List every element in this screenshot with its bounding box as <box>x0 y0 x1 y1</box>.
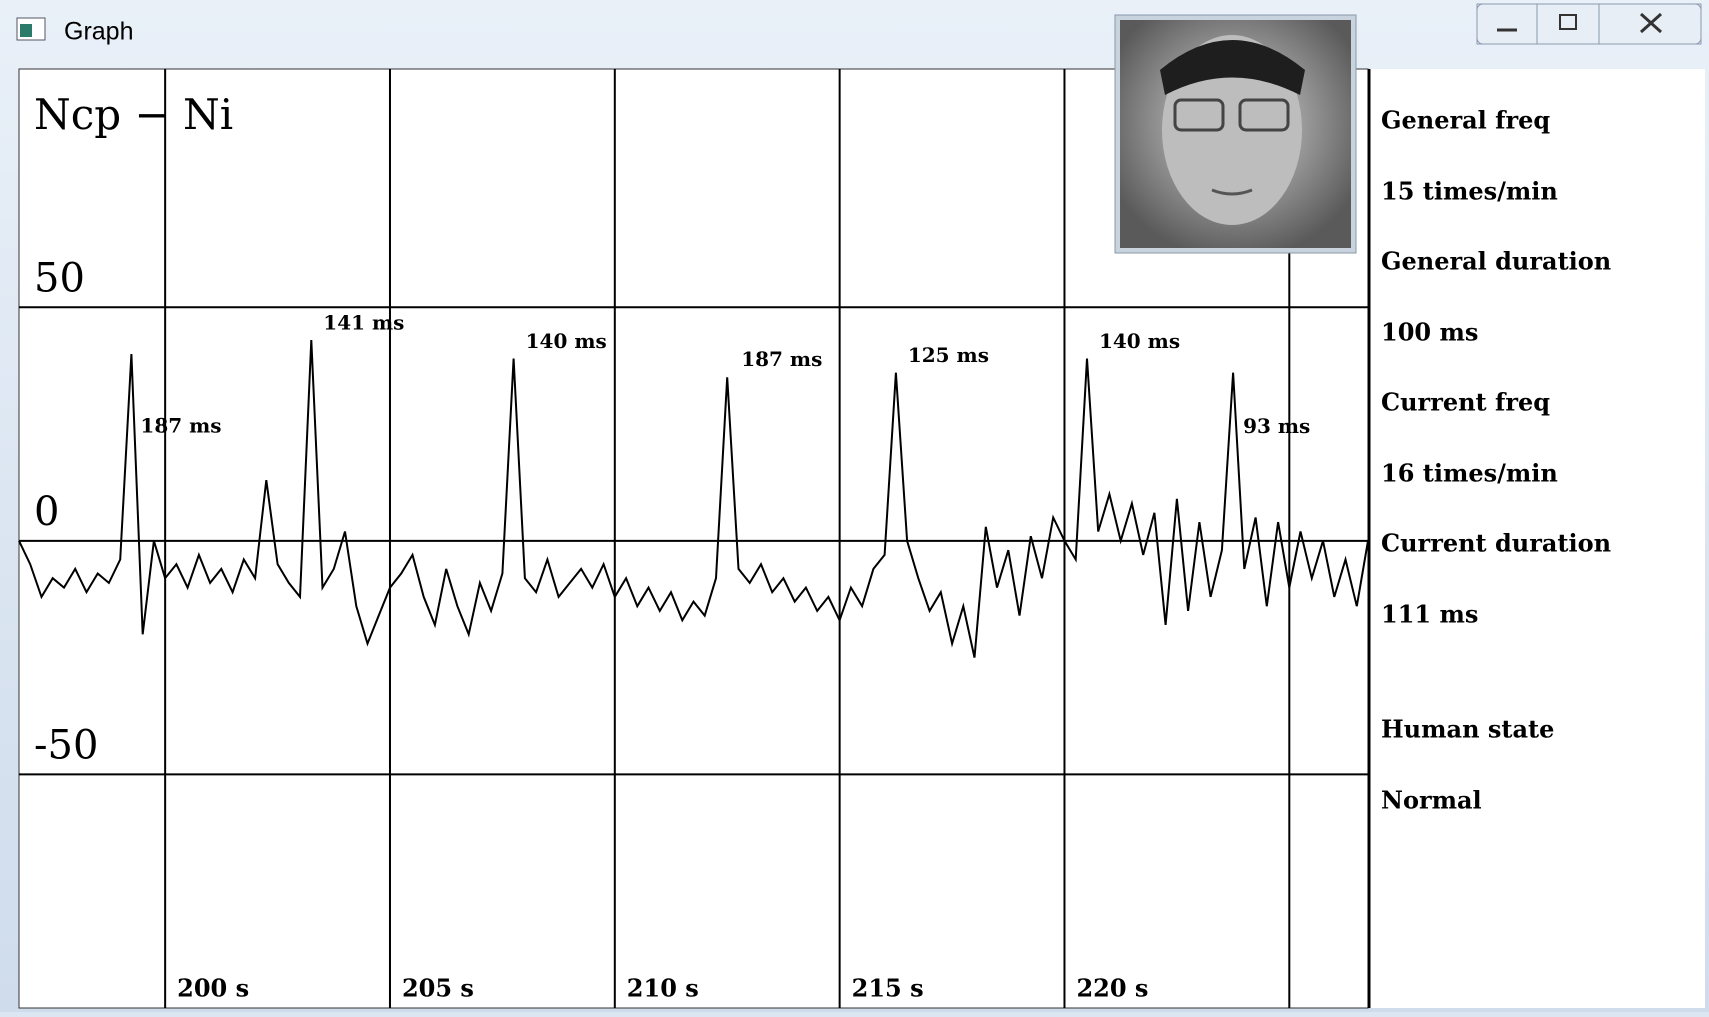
panel-value: 100 ms <box>1381 318 1478 347</box>
state-label: Human state <box>1381 715 1554 744</box>
window-title: Graph <box>64 18 133 46</box>
peak-annotation: 140 ms <box>526 329 607 353</box>
peak-annotation: 187 ms <box>741 347 822 371</box>
window: Graph 200 s 205 s 210 s 215 s 220 s 50 0 -50 187… <box>0 0 1709 1012</box>
x-tick-label: 200 s <box>177 974 249 1003</box>
panel-label: General duration <box>1381 247 1611 276</box>
panel-value: 16 times/min <box>1381 459 1558 488</box>
peak-annotation: 125 ms <box>908 343 989 367</box>
y-tick-label: 0 <box>34 489 59 535</box>
peak-annotation: 141 ms <box>323 310 404 334</box>
panel-value: 111 ms <box>1381 600 1478 629</box>
y-tick-label: 50 <box>34 255 85 301</box>
controls-frame <box>1477 4 1701 44</box>
peak-annotation: 93 ms <box>1243 414 1310 438</box>
window-controls <box>1477 4 1701 44</box>
x-tick-label: 210 s <box>627 974 699 1003</box>
x-tick-label: 205 s <box>402 974 474 1003</box>
photo <box>1115 15 1356 253</box>
state-value: Normal <box>1381 786 1482 815</box>
panel-value: 15 times/min <box>1381 177 1558 206</box>
x-tick-label: 215 s <box>852 974 924 1003</box>
panel-label: Current duration <box>1381 529 1611 558</box>
app-icon-fill <box>20 24 32 37</box>
peak-annotation: 187 ms <box>140 413 221 437</box>
chart-title: Ncp − Ni <box>34 90 233 139</box>
panel-label: General freq <box>1381 106 1550 135</box>
panel-label: Current freq <box>1381 388 1550 417</box>
y-tick-label: -50 <box>34 722 98 768</box>
peak-annotation: 140 ms <box>1099 329 1180 353</box>
x-tick-label: 220 s <box>1076 974 1148 1003</box>
